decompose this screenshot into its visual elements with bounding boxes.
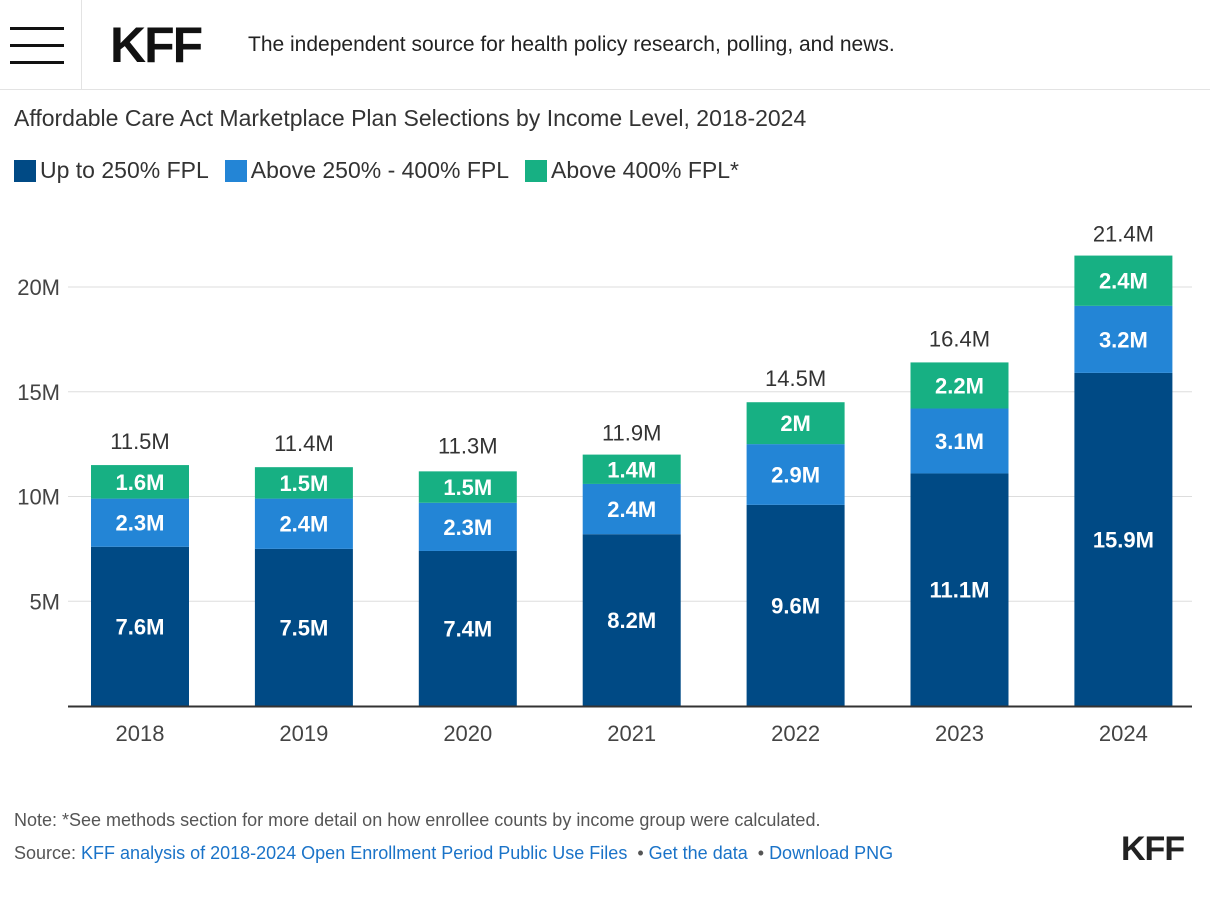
chart-note: Note: *See methods section for more deta… xyxy=(14,810,821,830)
legend-item-mid: Above 250% - 400% FPL xyxy=(224,157,510,184)
legend-swatch-high xyxy=(525,159,548,182)
total-label: 11.9M xyxy=(602,421,662,446)
segment-label: 7.4M xyxy=(443,616,492,641)
menu-icon-line xyxy=(10,61,64,64)
x-tick-label: 2023 xyxy=(935,721,984,746)
segment-label: 8.2M xyxy=(607,608,656,633)
legend-label-high: Above 400% FPL* xyxy=(551,157,739,183)
menu-icon-line xyxy=(10,27,64,30)
site-header: KFF The independent source for health po… xyxy=(0,0,1210,90)
segment-label: 1.6M xyxy=(116,470,165,495)
menu-button[interactable] xyxy=(0,0,82,90)
legend-label-low: Up to 250% FPL xyxy=(40,157,209,183)
bar-segment xyxy=(254,467,353,499)
segment-label: 2.2M xyxy=(935,373,984,398)
segment-label: 11.1M xyxy=(930,578,990,603)
y-tick-label: 15M xyxy=(17,380,60,405)
total-label: 11.4M xyxy=(274,431,334,456)
x-tick-label: 2018 xyxy=(116,721,165,746)
total-label: 16.4M xyxy=(929,326,990,351)
segment-label: 3.1M xyxy=(935,429,984,454)
bar-segment xyxy=(910,362,1009,409)
y-tick-label: 10M xyxy=(17,485,60,510)
download-png-link[interactable]: Download PNG xyxy=(769,843,894,863)
total-label: 14.5M xyxy=(765,366,826,391)
bar-segment xyxy=(746,504,845,706)
segment-label: 2M xyxy=(780,411,811,436)
segment-label: 3.2M xyxy=(1099,327,1148,352)
chart-legend: Up to 250% FPL Above 250% - 400% FPL Abo… xyxy=(14,157,739,184)
segment-label: 2.4M xyxy=(1099,269,1148,294)
segment-label: 15.9M xyxy=(1093,527,1154,552)
bar-segment xyxy=(910,408,1009,474)
bullet-separator: • xyxy=(637,843,644,863)
source-prefix: Source: xyxy=(14,843,82,863)
bar-segment xyxy=(91,498,189,547)
footer-kff-logo: KFF xyxy=(1121,830,1185,868)
bar-segment xyxy=(746,444,845,505)
x-tick-label: 2020 xyxy=(443,721,492,746)
bar-segment xyxy=(746,402,845,445)
x-tick-label: 2019 xyxy=(279,721,328,746)
segment-label: 2.9M xyxy=(771,463,820,488)
chart-source: Source: KFF analysis of 2018-2024 Open E… xyxy=(14,843,893,864)
bar-segment xyxy=(418,502,517,551)
segment-label: 1.5M xyxy=(443,475,492,500)
bar-segment xyxy=(91,465,189,499)
total-label: 11.3M xyxy=(438,433,498,458)
x-tick-label: 2022 xyxy=(771,721,820,746)
bar-segment xyxy=(582,454,681,484)
segment-label: 1.5M xyxy=(279,471,328,496)
bar-segment xyxy=(1074,305,1173,373)
total-label: 21.4M xyxy=(1093,222,1154,247)
bar-segment xyxy=(418,550,517,706)
legend-swatch-mid xyxy=(224,159,247,182)
chart-title: Affordable Care Act Marketplace Plan Sel… xyxy=(14,105,807,131)
y-tick-label: 20M xyxy=(17,275,60,300)
y-tick-label: 5M xyxy=(29,589,60,614)
x-tick-label: 2024 xyxy=(1099,721,1148,746)
legend-item-low: Up to 250% FPL xyxy=(14,157,209,184)
stacked-bar-chart: 5M 10M 15M 20M 7.6M 2.3M 1.6M 11.5M 2018 7.5M 2.4M… xyxy=(17,222,1192,746)
bar-segment xyxy=(582,483,681,535)
bar-segment xyxy=(1074,255,1173,306)
segment-label: 2.4M xyxy=(607,497,656,522)
get-data-link[interactable]: Get the data xyxy=(648,843,748,863)
bar-segment xyxy=(254,498,353,549)
bar-segment xyxy=(582,534,681,706)
bar-segment xyxy=(1074,372,1173,706)
bar-segment xyxy=(254,548,353,706)
tagline: The independent source for health policy… xyxy=(248,33,895,56)
bar-segment xyxy=(91,546,189,706)
segment-label: 1.4M xyxy=(607,457,656,482)
segment-label: 2.4M xyxy=(279,512,328,537)
x-tick-label: 2021 xyxy=(607,721,656,746)
segment-label: 7.6M xyxy=(116,614,165,639)
segment-label: 7.5M xyxy=(279,615,328,640)
source-link[interactable]: KFF analysis of 2018-2024 Open Enrollmen… xyxy=(81,843,628,863)
segment-label: 2.3M xyxy=(443,515,492,540)
kff-logo[interactable]: KFF xyxy=(110,17,203,73)
bar-segment xyxy=(418,471,517,503)
bullet-separator: • xyxy=(757,843,765,863)
legend-item-high: Above 400% FPL* xyxy=(525,157,739,184)
legend-label-mid: Above 250% - 400% FPL xyxy=(250,157,510,183)
segment-label: 2.3M xyxy=(116,511,165,536)
menu-icon-line xyxy=(10,44,64,47)
segment-label: 9.6M xyxy=(771,593,820,618)
legend-swatch-low xyxy=(14,159,36,182)
bar-segment xyxy=(910,473,1009,706)
total-label: 11.5M xyxy=(110,429,170,454)
